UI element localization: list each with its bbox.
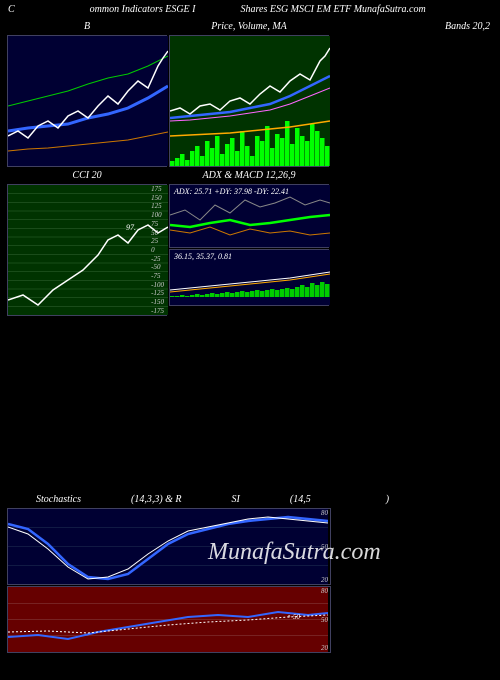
bbands-right-title: Bands 20,2: [330, 19, 500, 34]
rsi-chart: 805020 ⚬ 50: [7, 586, 331, 653]
bbands-title: B: [6, 19, 168, 34]
macd-values: 36.15, 35.37, 0.81: [174, 252, 232, 261]
price-ma-title: Price, Volume, MA: [168, 19, 330, 34]
stoch-title: Stochastics (14,3,3) & R SI (14,5 ): [6, 492, 500, 507]
hdr-right: Shares ESG MSCI EM ETF MunafaSutra.com: [241, 4, 426, 15]
stoch-chart: 805020 MunafaSutra.com: [7, 508, 331, 585]
adx-chart: ADX: 25.71 +DY: 37.98 -DY: 22.41: [169, 184, 329, 248]
macd-chart: 36.15, 35.37, 0.81: [169, 249, 329, 306]
hdr-left: C: [8, 4, 15, 15]
bbands-chart: [7, 35, 167, 167]
price-ma-chart: [169, 35, 329, 167]
rsi-value: ⚬ 50: [285, 613, 300, 621]
cci-chart: 1751501251007550250-25-50-75-100-125-150…: [7, 184, 167, 316]
page-header: C ommon Indicators ESGE I Shares ESG MSC…: [0, 0, 500, 19]
cci-value: 97.: [126, 223, 136, 232]
cci-title: CCI 20: [6, 168, 168, 183]
hdr-mid: ommon Indicators ESGE I: [90, 4, 196, 15]
adx-macd-title: ADX & MACD 12,26,9: [168, 168, 330, 183]
adx-values: ADX: 25.71 +DY: 37.98 -DY: 22.41: [174, 187, 289, 196]
